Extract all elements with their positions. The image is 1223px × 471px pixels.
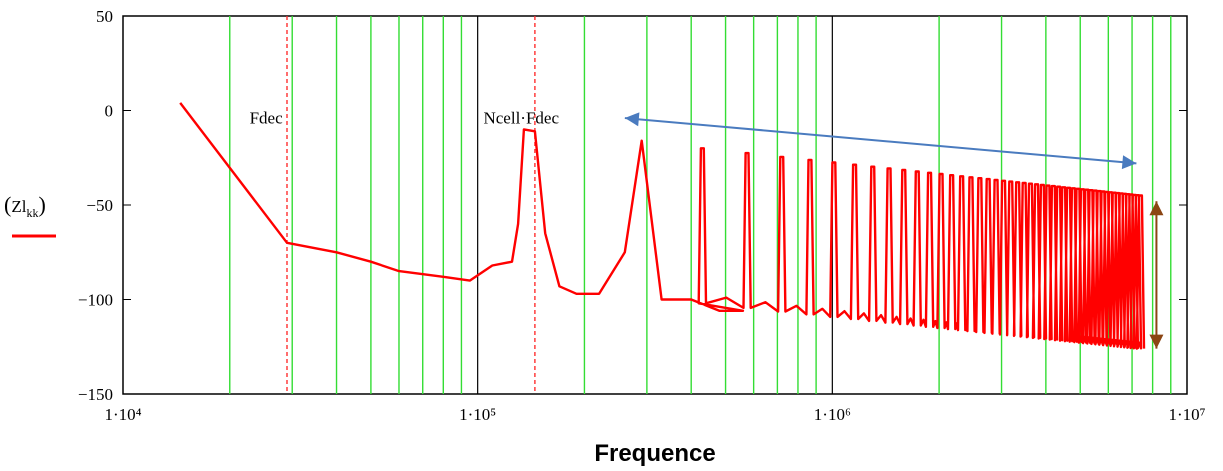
blue-envelope-arrow-shaft [624, 117, 1137, 165]
x-axis-label: Frequence [594, 440, 715, 467]
x-tick-label: 1·10⁵ [459, 405, 496, 424]
annotation-ncell-fdec: Ncell·Fdec [483, 109, 559, 128]
y-tick-label: 0 [105, 102, 114, 121]
blue-envelope-arrow-head [1121, 155, 1137, 170]
y-tick-label: 50 [96, 7, 113, 26]
brown-amplitude-arrow [1149, 201, 1164, 349]
marker-layer [286, 16, 536, 394]
x-tick-label: 1·10⁶ [814, 405, 851, 424]
y-tick-label: −150 [78, 385, 113, 404]
legend-label: (Zlkk) [4, 192, 46, 220]
legend: (Zlkk) [4, 192, 56, 238]
x-tick-label: 1·10⁴ [104, 405, 141, 424]
brown-amplitude-arrow-head [1149, 334, 1164, 349]
arrow-layer [624, 112, 1164, 349]
blue-envelope-arrow [624, 112, 1137, 170]
series-layer [179, 102, 1146, 350]
series-line-zl-kk [179, 102, 1146, 350]
annotation-fdec: Fdec [250, 109, 284, 128]
x-tick-label: 1·10⁷ [1168, 405, 1205, 424]
y-tick-label: −50 [86, 196, 113, 215]
brown-amplitude-arrow-head [1149, 201, 1164, 216]
blue-envelope-arrow-head [624, 112, 640, 127]
y-tick-label: −100 [78, 291, 113, 310]
